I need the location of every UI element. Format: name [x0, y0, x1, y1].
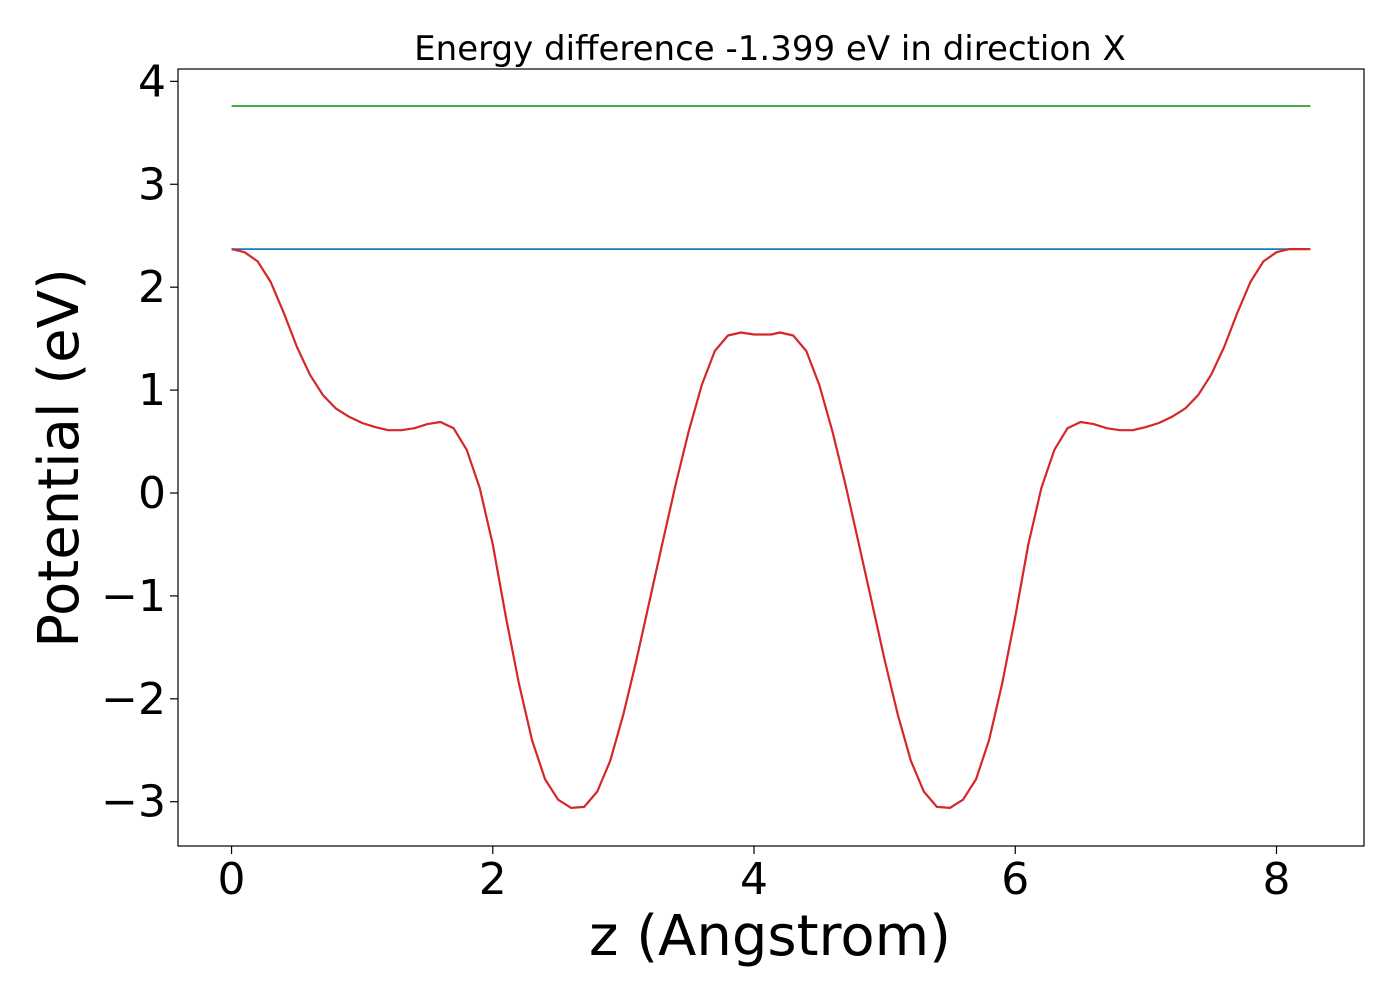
y-tick-label: −1	[101, 571, 166, 622]
y-tick-label: 2	[138, 262, 166, 313]
y-tick-label: −3	[101, 777, 166, 828]
x-axis-ticks: 0 2 4 6 8	[218, 846, 1290, 905]
x-tick-label: 0	[218, 854, 246, 905]
x-axis-label: z (Angstrom)	[589, 904, 951, 969]
x-tick-label: 4	[740, 854, 768, 905]
plot-area-frame	[177, 68, 1365, 847]
red-potential-line	[231, 248, 1311, 810]
y-tick-label: 0	[138, 468, 166, 519]
chart-title: Energy difference -1.399 eV in direction…	[414, 29, 1126, 69]
x-tick-label: 8	[1262, 854, 1290, 905]
y-tick-label: 4	[138, 56, 166, 107]
x-tick-label: 6	[1001, 854, 1029, 905]
y-axis-label: Potential (eV)	[27, 268, 92, 648]
y-tick-label: 1	[138, 365, 166, 416]
x-tick-label: 2	[479, 854, 507, 905]
y-tick-label: −2	[101, 674, 166, 725]
y-axis-ticks: −3 −2 −1 0 1 2 3 4	[101, 56, 178, 828]
series-layer	[231, 105, 1311, 810]
y-tick-label: 3	[138, 159, 166, 210]
